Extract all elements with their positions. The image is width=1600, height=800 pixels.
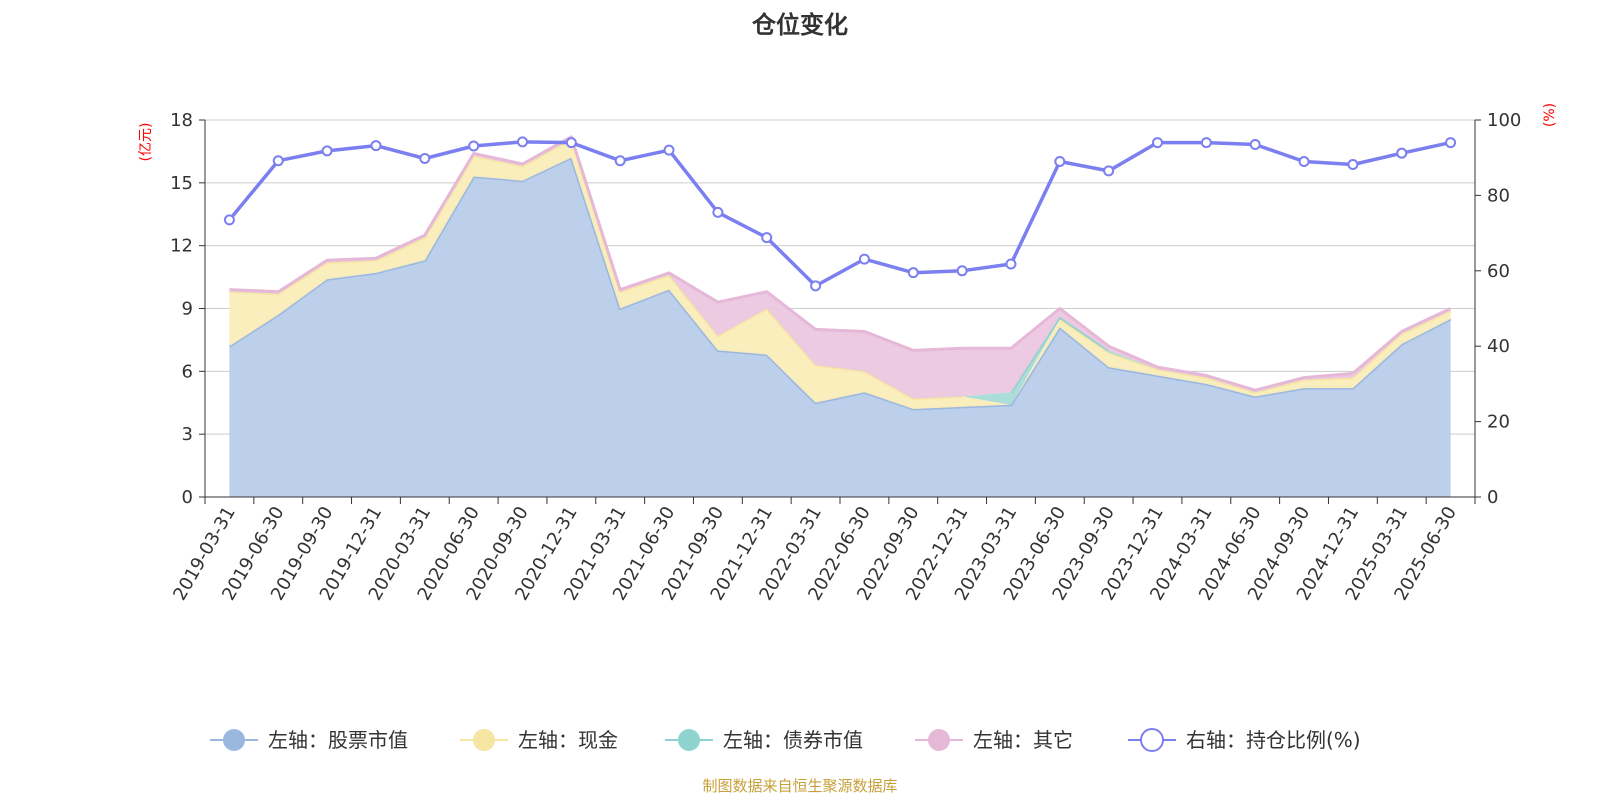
area-band	[229, 136, 1451, 399]
ratio-point	[370, 140, 382, 152]
left-axis-tick-label: 6	[182, 361, 193, 382]
left-axis-unit: (亿元)	[138, 123, 154, 162]
area-band	[229, 157, 1451, 497]
ratio-point	[1249, 139, 1261, 151]
left-axis-tick-label: 9	[182, 299, 193, 320]
ratio-point	[1396, 147, 1408, 159]
stacked-areas	[228, 135, 1452, 497]
legend-swatch-marker	[473, 729, 495, 751]
ratio-point	[1103, 165, 1115, 177]
legend-swatch-marker	[928, 729, 950, 751]
right-axis-tick-label: 100	[1487, 110, 1521, 131]
left-axis-tick-label: 0	[182, 487, 193, 508]
legend-swatch-marker	[223, 729, 245, 751]
ratio-point	[517, 136, 528, 148]
ratio-point	[858, 253, 870, 265]
ratio-point	[712, 206, 724, 218]
ratio-point	[223, 214, 235, 226]
area-band	[229, 138, 1451, 409]
ratio-point	[761, 232, 773, 244]
data-source-note: 制图数据来自恒生聚源数据库	[702, 777, 897, 795]
legend-swatch-marker	[678, 729, 700, 751]
ratio-line	[223, 136, 1457, 292]
legend-label: 右轴：持仓比例(%)	[1186, 728, 1361, 752]
legend-label: 左轴：债券市值	[723, 728, 863, 752]
ratio-point	[1298, 155, 1310, 167]
right-axis-tick-label: 80	[1487, 185, 1510, 206]
ratio-point	[956, 265, 968, 277]
ratio-point	[1347, 158, 1359, 170]
ratio-point	[468, 140, 480, 152]
ratio-point	[321, 145, 333, 157]
ratio-point	[1054, 155, 1066, 167]
right-axis-tick-label: 0	[1487, 487, 1498, 508]
legend-label: 左轴：现金	[518, 728, 618, 752]
ratio-point	[1152, 137, 1163, 149]
ratio-point	[272, 155, 284, 167]
ratio-line-path	[228, 140, 1451, 288]
left-axis-tick-label: 18	[170, 110, 193, 131]
ratio-point	[1445, 137, 1457, 149]
left-axis-tick-label: 12	[170, 236, 193, 257]
right-axis-tick-label: 60	[1487, 261, 1510, 282]
ratio-point	[810, 280, 822, 292]
legend: 左轴：股票市值 左轴：现金 左轴：债券市值 左轴：其它 右轴：持仓比例(%)	[210, 728, 1361, 752]
ratio-point	[419, 152, 431, 164]
ratio-point	[907, 267, 919, 279]
left-axis-tick-label: 3	[182, 424, 193, 445]
legend-label: 左轴：股票市值	[268, 728, 408, 752]
legend-label: 左轴：其它	[973, 728, 1073, 752]
area-edge	[229, 135, 1452, 392]
ratio-point	[1005, 258, 1017, 270]
legend-swatch-marker	[1140, 728, 1164, 752]
right-axis-tick-label: 20	[1487, 412, 1510, 433]
chart-title: 仓位变化	[751, 11, 848, 39]
ratio-point	[1200, 137, 1212, 149]
right-axis-tick-label: 40	[1487, 336, 1510, 357]
ratio-point	[614, 155, 626, 167]
left-axis-tick-label: 15	[170, 173, 193, 194]
ratio-point	[565, 137, 577, 149]
right-axis-unit: (%)	[1542, 103, 1558, 127]
ratio-point	[663, 144, 675, 156]
